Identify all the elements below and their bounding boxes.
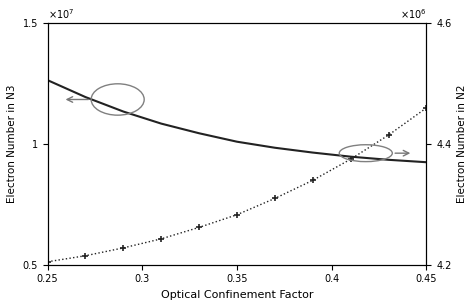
Y-axis label: Electron Number in N3: Electron Number in N3 bbox=[7, 85, 17, 203]
Text: $\times 10^7$: $\times 10^7$ bbox=[47, 7, 74, 21]
X-axis label: Optical Confinement Factor: Optical Confinement Factor bbox=[161, 290, 313, 300]
Text: $\times 10^6$: $\times 10^6$ bbox=[400, 7, 427, 21]
Y-axis label: Electron Number in N2: Electron Number in N2 bbox=[457, 85, 467, 203]
